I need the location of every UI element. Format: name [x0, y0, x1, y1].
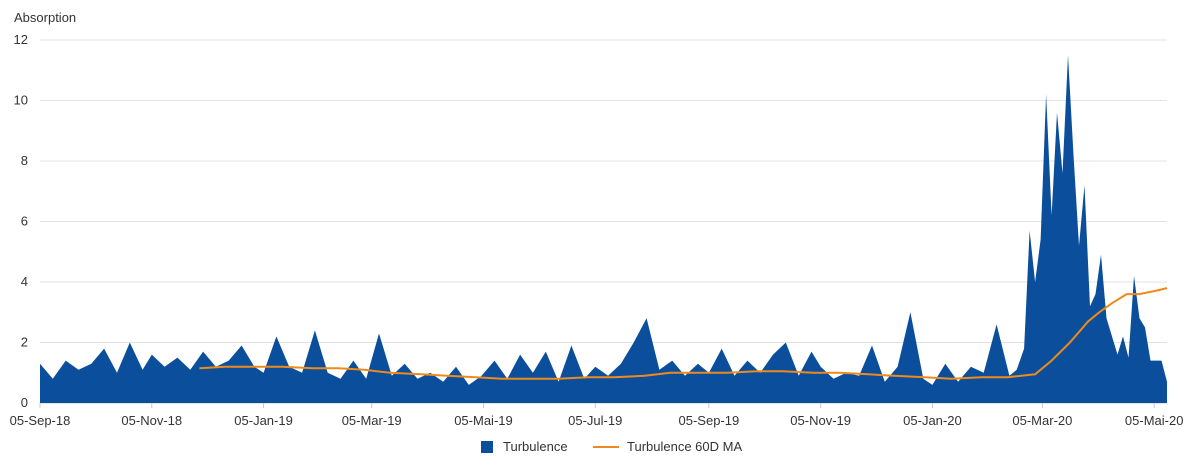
series-turbulence-60d-ma-line [199, 287, 1168, 380]
legend: Turbulence Turbulence 60D MA [481, 439, 742, 454]
y-tick-label: 6 [21, 214, 28, 229]
y-axis-title: Absorption [14, 10, 76, 25]
series-turbulence-area [40, 55, 1167, 403]
y-tick-label: 12 [14, 32, 28, 47]
y-tick-label: 8 [21, 153, 28, 168]
y-tick-label: 2 [21, 335, 28, 350]
legend-ma-label: Turbulence 60D MA [627, 439, 742, 454]
y-tick-label: 4 [21, 274, 28, 289]
legend-turbulence-swatch [481, 441, 493, 453]
x-tick-label: 05-Mai-20 [1125, 413, 1184, 428]
x-tick-label: 05-Mar-19 [342, 413, 402, 428]
x-tick-label: 05-Jul-19 [568, 413, 622, 428]
legend-turbulence-label: Turbulence [503, 439, 568, 454]
x-tick-labels: 05-Sep-18 05-Nov-18 05-Jan-19 05-Mar-19 05-M… [10, 403, 1184, 428]
x-tick-label: 05-Mai-19 [454, 413, 513, 428]
x-tick-label: 05-Nov-18 [121, 413, 182, 428]
x-tick-label: 05-Jan-20 [903, 413, 962, 428]
y-tick-label: 0 [21, 395, 28, 410]
y-tick-labels: 0 2 4 6 8 10 12 [14, 32, 28, 410]
x-tick-label: 05-Jan-19 [234, 413, 293, 428]
y-tick-label: 10 [14, 93, 28, 108]
x-tick-label: 05-Sep-19 [679, 413, 740, 428]
x-tick-label: 05-Mar-20 [1012, 413, 1072, 428]
plot-area [40, 55, 1168, 403]
gridlines [40, 39, 1167, 404]
x-tick-label: 05-Nov-19 [790, 413, 851, 428]
x-tick-label: 05-Sep-18 [10, 413, 71, 428]
